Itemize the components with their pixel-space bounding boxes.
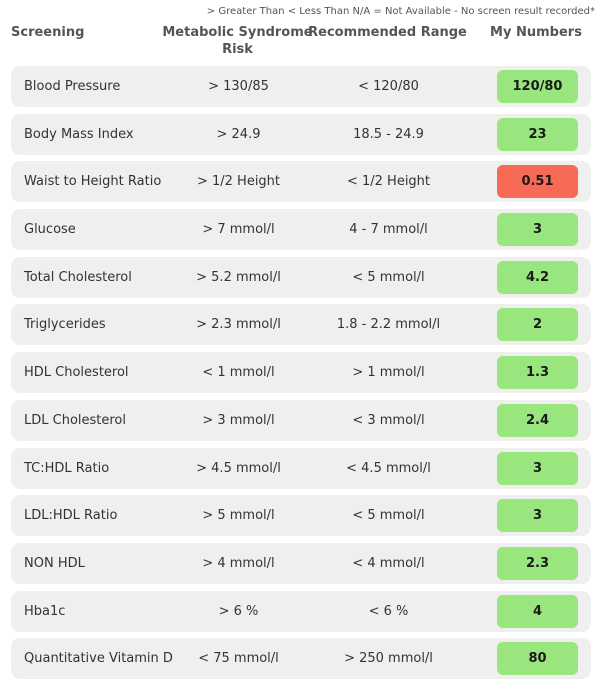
my-number-badge: 2.4 — [497, 403, 578, 437]
table-row: LDL Cholesterol > 3 mmol/l < 3 mmol/l 2.4 — [11, 399, 591, 441]
recommended-range-value: < 6 % — [368, 603, 409, 619]
recommended-range-value: 18.5 - 24.9 — [353, 126, 424, 142]
table-row: Glucose > 7 mmol/l 4 - 7 mmol/l 3 — [11, 209, 591, 251]
metabolic-risk-value: > 4 mmol/l — [202, 555, 275, 571]
metabolic-risk-value: > 4.5 mmol/l — [196, 460, 281, 476]
screening-name: LDL:HDL Ratio — [24, 508, 118, 524]
recommended-range-value: < 4.5 mmol/l — [346, 460, 431, 476]
my-number-badge: 2.3 — [497, 546, 578, 580]
metabolic-risk-value: < 1 mmol/l — [202, 365, 275, 381]
my-number-badge: 4.2 — [497, 260, 578, 294]
metabolic-risk-value: > 3 mmol/l — [202, 412, 275, 428]
my-number-badge: 1.3 — [497, 356, 578, 390]
metabolic-risk-value: > 5.2 mmol/l — [196, 269, 281, 285]
table-row: Total Cholesterol > 5.2 mmol/l < 5 mmol/l 4… — [11, 256, 591, 298]
screening-name: Waist to Height Ratio — [24, 174, 162, 190]
screening-name: Blood Pressure — [24, 79, 121, 94]
table-row: TC:HDL Ratio > 4.5 mmol/l < 4.5 mmol/l 3 — [11, 447, 591, 489]
table-row: Body Mass Index > 24.9 18.5 - 24.9 23 — [11, 113, 591, 155]
metabolic-risk-value: > 7 mmol/l — [202, 222, 275, 238]
table-row: Blood Pressure > 130/85 < 120/80 120/80 — [11, 66, 591, 107]
my-number-badge: 120/80 — [497, 70, 578, 103]
recommended-range-value: < 120/80 — [358, 79, 419, 94]
recommended-range-value: > 1 mmol/l — [352, 365, 425, 381]
header-screening: Screening — [11, 25, 85, 40]
recommended-range-value: 4 - 7 mmol/l — [349, 222, 428, 238]
recommended-range-value: < 3 mmol/l — [352, 412, 425, 428]
recommended-range-value: 1.8 - 2.2 mmol/l — [336, 317, 441, 333]
screening-table: Blood Pressure > 130/85 < 120/80 120/80 Body… — [11, 66, 591, 686]
my-number-badge: 4 — [497, 594, 578, 628]
metabolic-risk-value: > 6 % — [218, 603, 259, 619]
header-recommended-range: Recommended Range — [308, 25, 467, 40]
my-number-badge: 2 — [497, 308, 578, 342]
screening-name: Quantitative Vitamin D — [24, 651, 173, 667]
header-metabolic-risk: Metabolic Syndrome Risk — [162, 25, 313, 57]
table-row: Hba1c > 6 % < 6 % 4 — [11, 590, 591, 632]
table-row: LDL:HDL Ratio > 5 mmol/l < 5 mmol/l 3 — [11, 495, 591, 537]
screening-name: HDL Cholesterol — [24, 365, 129, 381]
screening-name: LDL Cholesterol — [24, 412, 127, 428]
metabolic-risk-value: > 1/2 Height — [196, 174, 281, 190]
table-row: Waist to Height Ratio > 1/2 Height < 1/2 H… — [11, 161, 591, 203]
screening-name: Glucose — [24, 222, 76, 238]
recommended-range-value: < 1/2 Height — [346, 174, 431, 190]
metabolic-risk-value: > 24.9 — [216, 126, 261, 142]
recommended-range-value: < 5 mmol/l — [352, 508, 425, 524]
metabolic-risk-value: > 5 mmol/l — [202, 508, 275, 524]
my-number-badge: 80 — [497, 642, 578, 676]
screening-name: Triglycerides — [24, 317, 106, 333]
table-header: Screening Metabolic Syndrome Risk Recomm… — [0, 24, 600, 60]
header-my-numbers: My Numbers — [490, 25, 582, 40]
screening-name: NON HDL — [24, 555, 85, 571]
metabolic-risk-value: > 130/85 — [208, 79, 269, 94]
my-number-badge: 3 — [497, 499, 578, 533]
metabolic-risk-value: < 75 mmol/l — [198, 651, 279, 667]
screening-name: TC:HDL Ratio — [24, 460, 110, 476]
legend-note: > Greater Than < Less Than N/A = Not Ava… — [206, 6, 595, 17]
my-number-badge: 0.51 — [497, 165, 578, 199]
table-row: HDL Cholesterol < 1 mmol/l > 1 mmol/l 1.3 — [11, 352, 591, 394]
recommended-range-value: < 4 mmol/l — [352, 555, 425, 571]
recommended-range-value: > 250 mmol/l — [344, 651, 433, 667]
my-number-badge: 23 — [497, 117, 578, 151]
screening-name: Body Mass Index — [24, 126, 134, 142]
table-row: Triglycerides > 2.3 mmol/l 1.8 - 2.2 mmol/… — [11, 304, 591, 346]
screening-name: Total Cholesterol — [24, 269, 132, 285]
my-number-badge: 3 — [497, 213, 578, 247]
my-number-badge: 3 — [497, 451, 578, 485]
recommended-range-value: < 5 mmol/l — [352, 269, 425, 285]
table-row: NON HDL > 4 mmol/l < 4 mmol/l 2.3 — [11, 542, 591, 584]
screening-name: Hba1c — [24, 603, 66, 619]
table-row: Quantitative Vitamin D < 75 mmol/l > 250 m… — [11, 638, 591, 680]
metabolic-risk-value: > 2.3 mmol/l — [196, 317, 281, 333]
